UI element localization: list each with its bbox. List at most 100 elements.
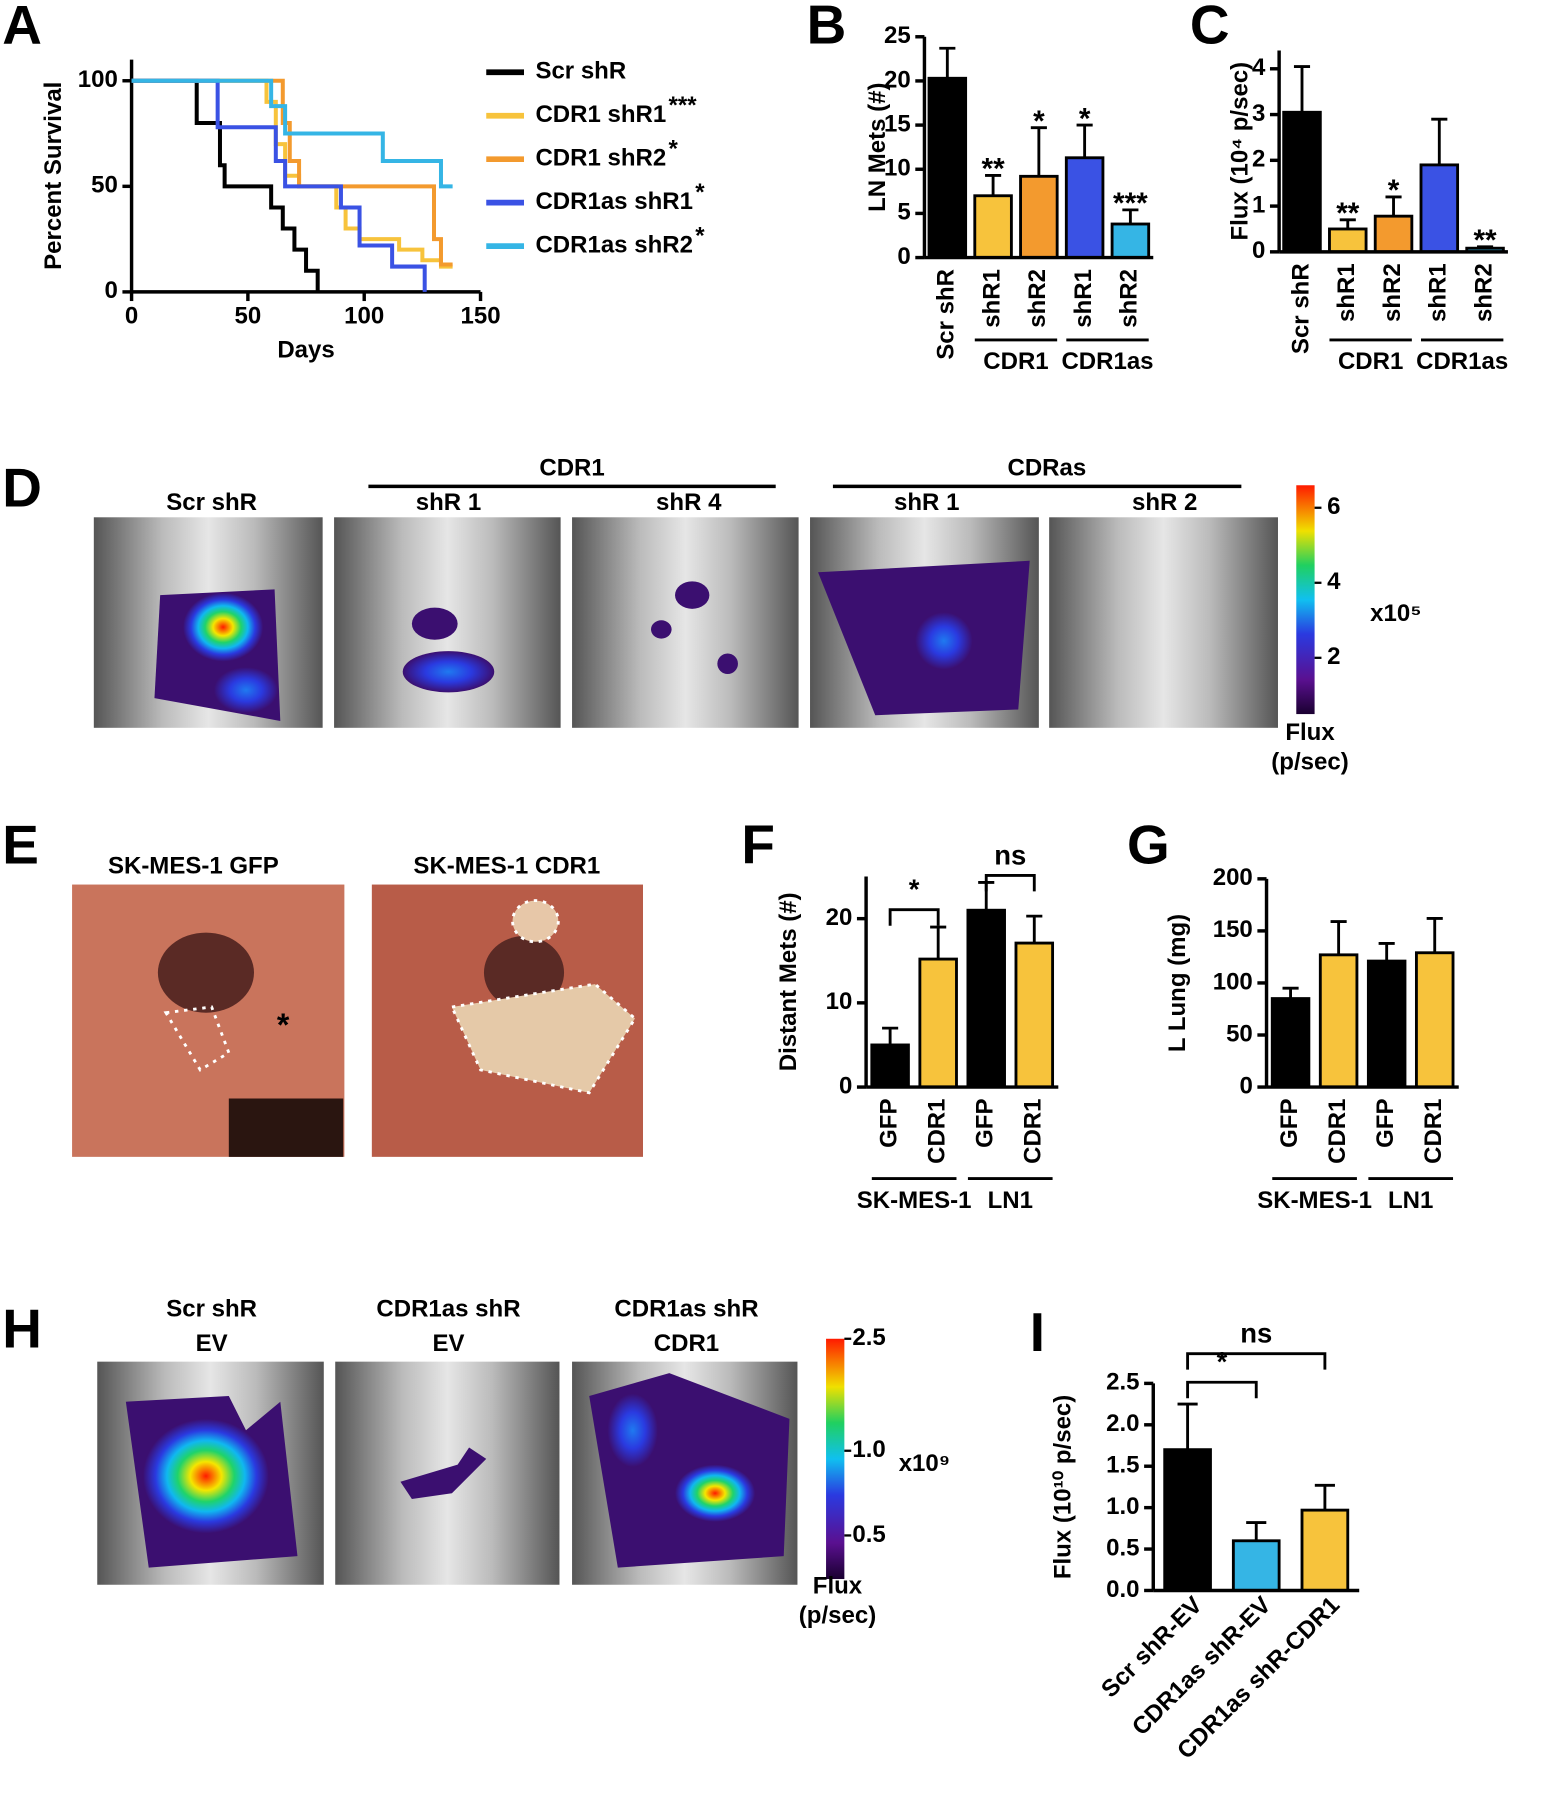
y-axis-label: LN Mets (#) [864,82,891,211]
colorbar-unit: (p/sec) [1271,749,1348,776]
bar [966,908,1006,1089]
colorbar-title: Flux [813,1572,863,1599]
image-label: EV [432,1330,464,1357]
error-bar [1477,245,1494,249]
bar [1231,1539,1281,1592]
error-bar [1385,195,1402,217]
survival-line [131,78,453,269]
y-axis-label: L Lung (mg) [1164,914,1191,1052]
bar [1328,227,1368,254]
imaging-labels: D CDR1 CDRas Scr shR shR 1 shR 4 shR 1 s… [2,455,1421,1630]
signal [411,607,458,640]
legend-label: CDR1as shR2 [535,231,693,258]
error-bar [1431,117,1448,165]
legend-label: CDR1 shR1 [535,101,666,128]
signal [675,581,710,609]
image-label: CDR1as shR [376,1296,520,1323]
y-tick-label: 20 [826,904,853,931]
panel-h-images [97,1338,845,1585]
mouse-image [1049,517,1278,728]
colorbar-tick-label: 1.0 [852,1436,885,1463]
x-tick-label: CDR1 [1020,1099,1047,1164]
x-tick-label: 150 [460,302,500,329]
bar [1373,214,1414,254]
image-label: SK-MES-1 CDR1 [413,853,600,880]
colorbar [1296,485,1315,715]
heart [157,932,254,1013]
survival-line [131,78,427,292]
x-tick-label: 0 [125,302,138,329]
significance: ** [1336,197,1360,230]
panel-letter: D [2,457,42,519]
colorbar [826,1338,845,1580]
bar [1282,110,1322,254]
bar [1110,222,1151,260]
colorbar-multiplier: x10⁹ [899,1450,950,1477]
x-axis-label: Days [277,337,334,364]
bar [1414,951,1455,1089]
panel-letter: F [741,814,775,876]
shadow [228,1098,344,1157]
error-bar [1030,126,1047,177]
error-bar [1293,65,1311,113]
bracket-label: * [1217,1346,1228,1377]
error-bar [1076,123,1093,158]
survival-line [131,78,453,267]
x-tick-label: GFP [972,1099,999,1148]
group-label: CDR1 [983,348,1048,375]
significance-bracket [1186,1352,1327,1370]
colorbar-title: Flux [1285,719,1335,746]
group-label: CDR1 [1338,348,1403,375]
y-tick-label: 0 [897,243,910,270]
x-tick-label: shR1 [978,269,1005,328]
signal [717,653,738,675]
x-tick-label: shR2 [1116,269,1143,328]
error-bar [1314,1483,1335,1511]
y-tick-label: 50 [91,172,118,199]
y-axis-label: Percent Survival [40,82,67,270]
bar [1318,953,1359,1089]
significance: * [1079,102,1091,135]
panel-letter: A [2,0,42,55]
image-label: CDR1 [654,1330,719,1357]
panel-d-images [93,485,1315,728]
x-tick-label: Scr shR [1287,263,1314,354]
x-tick-label: GFP [1276,1099,1303,1148]
error-bar [939,46,956,79]
significance: * [1033,105,1045,138]
x-tick-label: shR1 [1425,263,1452,322]
y-tick-label: 1.5 [1106,1452,1139,1479]
bar [1163,1448,1212,1592]
legend-significance: * [695,222,705,249]
signal [143,1418,269,1534]
x-tick-label: 100 [344,302,384,329]
panel-letter: C [1190,0,1230,55]
image-label: SK-MES-1 GFP [108,853,279,880]
survival-line [131,78,453,189]
y-tick-label: 10 [884,155,911,182]
image-label: CDR1as shR [614,1296,758,1323]
y-tick-label: 0.5 [1106,1534,1139,1561]
bar [927,76,968,260]
bar [1366,959,1407,1089]
y-tick-label: 150 [1213,916,1253,943]
significance-bracket [984,873,1036,892]
bracket-label: ns [1240,1318,1272,1349]
survival-line [131,78,320,292]
y-tick-label: 25 [884,22,911,49]
x-tick-label: shR2 [1379,263,1406,322]
y-tick-label: 100 [1213,968,1253,995]
significance-bracket [888,908,940,926]
signal [675,1464,756,1522]
bracket-label: * [909,874,920,905]
group-label: SK-MES-1 [1257,1187,1372,1214]
x-tick-label: Scr shR [933,269,960,360]
y-tick-label: 0 [104,277,117,304]
y-tick-label: 15 [884,110,911,137]
y-axis-label: Distant Mets (#) [775,892,802,1071]
legend-label: CDR1 shR2 [535,145,666,172]
signal [402,651,495,693]
y-tick-label: 2 [1252,146,1265,173]
panel-e-images: * [72,884,643,1157]
